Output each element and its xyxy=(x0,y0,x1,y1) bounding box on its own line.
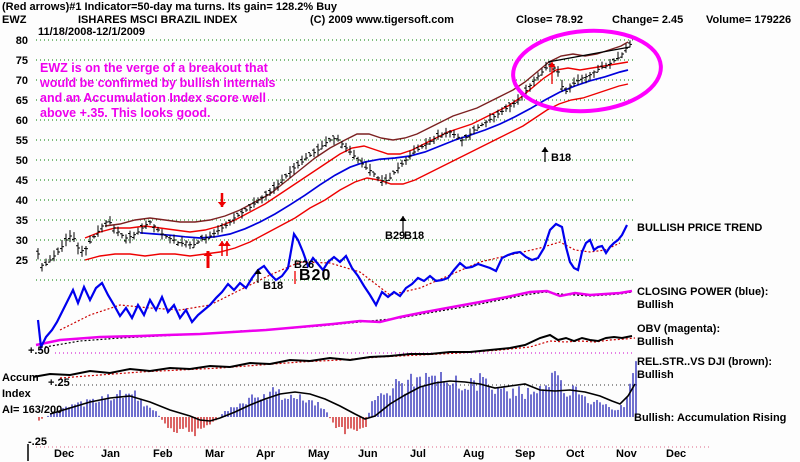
analyst-note-line: EWZ is on the verge of a breakout that xyxy=(40,61,268,75)
closing-power-label: CLOSING POWER (blue): xyxy=(637,286,769,298)
month-tick-label: Sep xyxy=(515,448,536,460)
date-range: 11/18/2008-12/1/2009 xyxy=(38,26,146,38)
price-trend-label: BULLISH PRICE TREND xyxy=(637,222,763,234)
signal-b26: B26 xyxy=(294,259,315,271)
price-tick-label: 50 xyxy=(15,155,28,167)
month-tick-label: Nov xyxy=(616,448,637,460)
minus25-level-label: -.25 xyxy=(28,436,47,448)
month-tick-label: Jan xyxy=(101,448,120,460)
index-word: Index xyxy=(2,388,31,400)
ticker-symbol: EWZ xyxy=(2,14,27,26)
change-value: Change= 2.45 xyxy=(612,14,684,26)
price-tick-label: 25 xyxy=(15,255,28,267)
signal-b18-cp: B18 xyxy=(263,280,284,292)
price-tick-label: 65 xyxy=(15,95,28,107)
indicator-header: (Red arrows)#1 Indicator=50-day ma turns… xyxy=(2,1,338,13)
accum-word: Accum xyxy=(2,372,39,384)
obv-status: Bullish xyxy=(637,336,674,348)
price-tick-label: 40 xyxy=(15,195,28,207)
signal-b29: B29 xyxy=(385,230,406,242)
month-tick-label: Aug xyxy=(463,448,485,460)
price-tick-label: 70 xyxy=(15,75,28,87)
price-tick-label: 30 xyxy=(15,235,28,247)
rel-str-status: Bullish xyxy=(637,369,674,381)
month-tick-label: Jun xyxy=(358,448,378,460)
price-tick-label: 80 xyxy=(15,35,28,47)
price-tick-label: 35 xyxy=(15,215,28,227)
copyright: (C) 2009 www.tigersoft.com xyxy=(310,14,454,26)
volume-value: Volume= 179226 xyxy=(706,14,792,26)
month-tick-label: Dec xyxy=(666,448,687,460)
signal-b20: B20 xyxy=(299,267,332,284)
close-value: Close= 78.92 xyxy=(516,14,583,26)
month-tick-label: Oct xyxy=(566,448,585,460)
month-tick-label: Feb xyxy=(153,448,173,460)
analyst-note-line: and an Accumulation Index score well xyxy=(40,91,266,105)
analyst-note-line: would be confirmed by bullish internals xyxy=(40,76,276,90)
analyst-note-line: above +.35. This looks good. xyxy=(40,106,211,120)
chart-title: ISHARES MSCI BRAZIL INDEX xyxy=(78,14,238,26)
price-tick-label: 45 xyxy=(15,175,28,187)
closing-power-status: Bullish xyxy=(637,299,674,311)
month-tick-label: May xyxy=(308,448,330,460)
price-tick-label: 55 xyxy=(15,135,28,147)
month-tick-label: Dec xyxy=(54,448,75,460)
obv-label: OBV (magenta): xyxy=(637,323,721,335)
accumulation-status: Bullish: Accumulation Rising xyxy=(634,412,787,424)
month-tick-label: Mar xyxy=(205,448,225,460)
signal-b18-jul: B18 xyxy=(404,230,425,242)
price-tick-label: 75 xyxy=(15,55,28,67)
price-tick-label: 60 xyxy=(15,115,28,127)
month-tick-label: Jul xyxy=(410,448,426,460)
ai-ratio-value: AI= 163/200 xyxy=(2,404,63,416)
plus25-level-label: +.25 xyxy=(48,377,70,389)
month-tick-label: Apr xyxy=(256,448,275,460)
rel-str-label: REL.STR..VS DJI (brown): xyxy=(637,356,773,368)
signal-b18-price: B18 xyxy=(551,152,572,164)
plus50-level-label: +.50 xyxy=(28,345,50,357)
